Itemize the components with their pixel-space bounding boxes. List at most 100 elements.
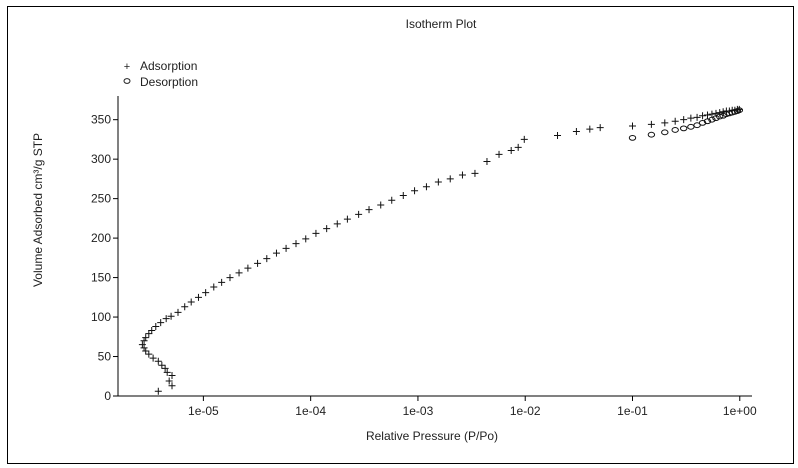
adsorption-point [596,124,604,132]
legend-marker-plus-icon: + [124,61,130,73]
adsorption-point [194,293,202,301]
adsorption-point [572,128,580,136]
adsorption-point [312,229,320,237]
adsorption-point [145,350,153,358]
desorption-point [735,107,744,114]
adsorption-point [693,113,701,121]
legend: + Adsorption Desorption [123,59,198,89]
adsorption-point [138,341,146,349]
adsorption-point [162,315,170,323]
adsorption-point [210,283,218,291]
adsorption-point [235,269,243,277]
adsorption-point [687,114,695,122]
y-tick-label: 150 [91,271,111,285]
adsorption-point [187,298,195,306]
adsorption-point [292,240,300,248]
adsorption-point [254,259,262,267]
adsorption-point [149,354,157,362]
desorption-point [628,134,637,141]
adsorption-point [586,125,594,133]
adsorption-point [446,175,454,183]
adsorption-point [174,308,182,316]
adsorption-point [282,244,290,252]
legend-item-adsorption: + Adsorption [124,59,198,73]
x-tick-label: 1e-02 [510,404,541,418]
adsorption-point [165,377,173,385]
y-tick-label: 50 [98,350,112,364]
adsorption-point [142,334,150,342]
y-tick-label: 350 [91,113,111,127]
adsorption-point [514,143,522,151]
x-tick-label: 1e-01 [617,404,648,418]
adsorption-point [554,131,562,139]
legend-label-desorption: Desorption [140,75,198,89]
adsorption-point [458,171,466,179]
adsorption-point [388,196,396,204]
adsorption-point [168,371,176,379]
adsorption-point [163,368,171,376]
adsorption-point [226,274,234,282]
legend-label-adsorption: Adsorption [140,59,197,73]
adsorption-point [161,364,169,372]
adsorption-point [168,382,176,390]
y-tick-label: 250 [91,192,111,206]
adsorption-point [154,387,162,395]
adsorption-point [495,150,503,158]
chart-frame [7,6,794,464]
adsorption-point [154,357,162,365]
adsorption-point [471,169,479,177]
adsorption-point [699,112,707,120]
desorption-point [687,123,695,130]
adsorption-point [708,110,716,118]
x-tick-label: 1e-05 [188,404,219,418]
adsorption-point [148,326,156,334]
adsorption-point [422,183,430,191]
adsorption-point [181,303,189,311]
axes: 1e-05 1e-04 1e-03 1e-02 1e-01 1e+00 0 50 100 150 2… [91,96,757,418]
legend-item-desorption: Desorption [123,75,198,89]
adsorption-point [157,319,165,327]
y-tick-label: 0 [104,389,111,403]
y-axis-label: Volume Adsorbed cm³/g STP [31,133,45,287]
adsorption-point [703,111,711,119]
adsorption-point [355,210,363,218]
x-axis-label: Relative Pressure (P/Po) [366,429,498,443]
adsorption-point [158,361,166,369]
adsorption-point [140,337,148,345]
adsorption-point [365,206,373,214]
adsorption-point [343,215,351,223]
x-tick-label: 1e-04 [295,404,326,418]
adsorption-point [411,187,419,195]
adsorption-point [202,289,210,297]
adsorption-point [244,264,252,272]
y-tick-label: 300 [91,152,111,166]
desorption-point [712,115,720,122]
adsorption-point [647,120,655,128]
adsorption-point [680,116,688,124]
desorption-point [647,131,656,138]
desorption-point [708,116,716,123]
adsorption-point [483,158,491,166]
adsorption-point [520,135,528,143]
adsorption-point [145,330,153,338]
adsorption-point [661,119,669,127]
y-tick-label: 100 [91,310,111,324]
adsorption-point [333,220,341,228]
data-marks [138,105,744,395]
x-tick-label: 1e+00 [723,404,757,418]
desorption-point [698,119,707,126]
adsorption-point [377,201,385,209]
desorption-point [679,125,688,132]
adsorption-point [671,117,679,125]
adsorption-point [142,347,150,355]
adsorption-point [218,278,226,286]
adsorption-point [628,122,636,130]
adsorption-point [167,312,175,320]
desorption-point [661,129,669,136]
adsorption-point [152,323,160,331]
adsorption-point [434,178,442,186]
adsorption-point [323,225,331,233]
adsorption-point [263,255,271,263]
chart-title: Isotherm Plot [406,17,477,31]
desorption-point [716,113,724,120]
